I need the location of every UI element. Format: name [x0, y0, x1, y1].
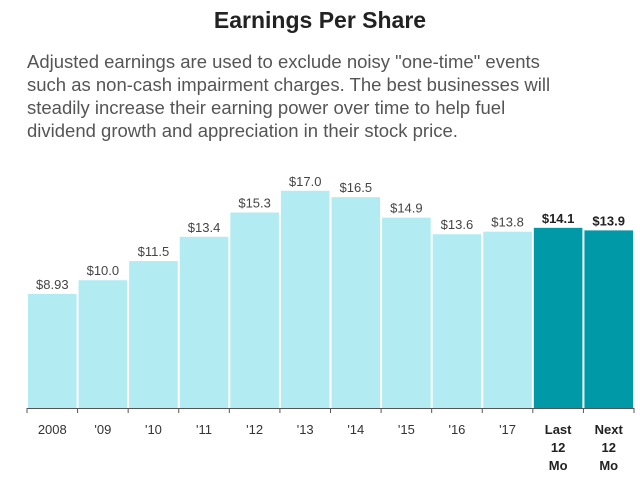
category-label-0: 2008: [38, 422, 67, 437]
description-line: steadily increase their earning power ov…: [27, 97, 506, 118]
category-label-1: '09: [94, 422, 111, 437]
value-label-3: $13.4: [188, 220, 221, 235]
value-label-2: $11.5: [138, 244, 170, 259]
bar-7: [382, 217, 431, 408]
chart-title: Earnings Per Share: [213, 7, 427, 33]
bar-4: [230, 212, 279, 408]
bar-8: [432, 234, 482, 408]
value-label-7: $14.9: [390, 201, 423, 216]
bar-1: [78, 280, 128, 408]
bar-5: [280, 190, 330, 408]
category-label-4: '12: [246, 422, 263, 437]
value-label-0: $8.93: [36, 277, 69, 292]
category-label-9: '17: [499, 422, 516, 437]
bar-11: [584, 230, 633, 408]
value-label-4: $15.3: [238, 196, 271, 211]
description-line: such as non-cash impairment charges. The…: [27, 74, 551, 95]
bar-9: [483, 231, 532, 408]
category-label-11: Next: [595, 422, 624, 437]
category-label-11: 12: [601, 440, 615, 455]
description-line: Adjusted earnings are used to exclude no…: [27, 51, 540, 72]
description-line: dividend growth and appreciation in thei…: [27, 120, 458, 141]
category-label-8: '16: [448, 422, 465, 437]
value-label-5: $17.0: [289, 174, 322, 189]
bar-6: [331, 197, 381, 408]
value-label-9: $13.8: [491, 215, 524, 230]
category-label-7: '15: [398, 422, 415, 437]
bar-2: [129, 261, 178, 408]
category-label-5: '13: [297, 422, 314, 437]
value-label-1: $10.0: [87, 263, 120, 278]
value-label-6: $16.5: [340, 180, 373, 195]
category-label-6: '14: [347, 422, 364, 437]
category-label-3: '11: [196, 422, 212, 437]
category-label-11: Mo: [599, 458, 618, 473]
category-label-2: '10: [145, 422, 162, 437]
value-label-10: $14.1: [542, 211, 575, 226]
bar-0: [28, 293, 77, 408]
category-label-10: Mo: [549, 458, 568, 473]
chart-description: Adjusted earnings are used to exclude no…: [27, 50, 637, 142]
category-label-10: Last: [545, 422, 572, 437]
category-label-10: 12: [551, 440, 565, 455]
bar-3: [179, 236, 229, 408]
bar-10: [533, 227, 583, 408]
value-label-8: $13.6: [441, 217, 474, 232]
value-label-11: $13.9: [592, 213, 625, 228]
